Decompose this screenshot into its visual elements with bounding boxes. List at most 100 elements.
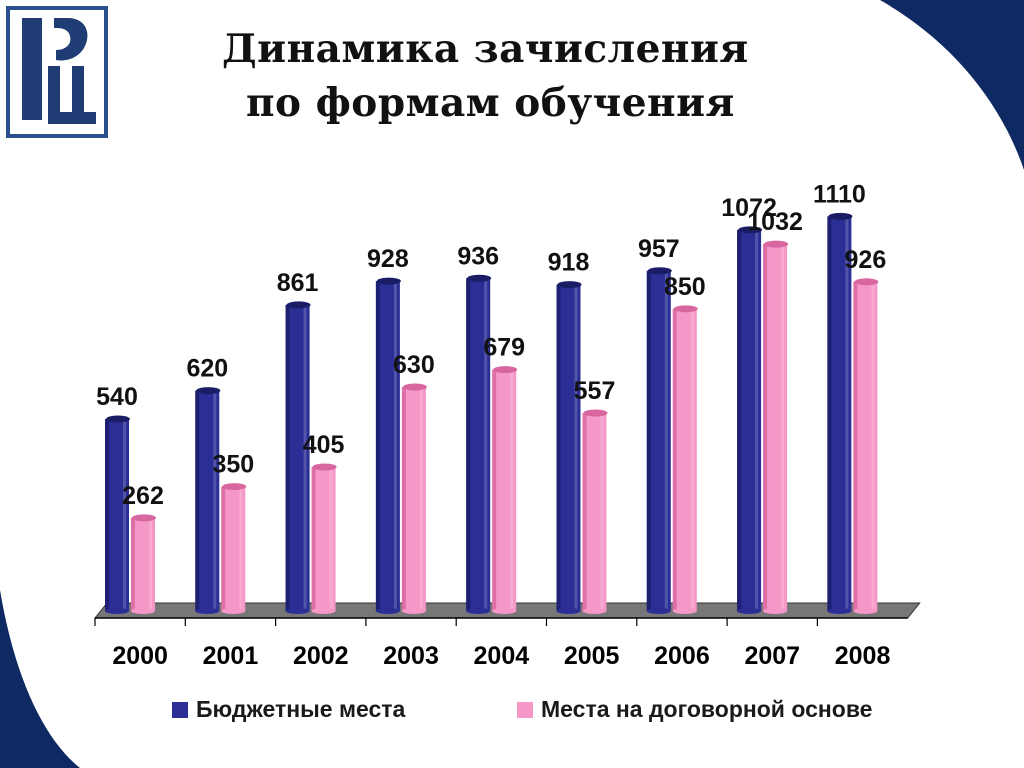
data-label-contract: 850 — [664, 273, 706, 301]
bar-budget-highlight — [123, 419, 126, 611]
bar-contract-highlight — [329, 467, 333, 611]
legend-swatch-budget — [172, 701, 188, 718]
bar-budget — [827, 212, 853, 614]
bar-budget — [646, 267, 672, 614]
data-label-budget: 1110 — [813, 180, 866, 208]
bar-contract-highlight — [871, 281, 875, 611]
bar-contract-highlight — [781, 244, 785, 611]
data-label-contract: 350 — [212, 451, 254, 479]
data-label-contract: 679 — [483, 334, 525, 362]
bar-budget — [556, 281, 582, 614]
legend-label-contract: Места на договорной основе — [541, 696, 873, 722]
bar-budget-shade — [556, 284, 561, 611]
bar-contract-base — [221, 608, 246, 614]
data-label-contract: 557 — [574, 377, 616, 405]
bar-budget-shade — [375, 281, 380, 611]
chart-data-labels: 540 262 620 350 861 405 928 630 936 679 918 557 957 8… — [96, 180, 886, 509]
bar-contract-highlight — [419, 387, 423, 611]
bar-budget — [285, 301, 311, 614]
bar-budget-shade — [737, 229, 742, 612]
bar-contract-shade — [401, 387, 406, 611]
x-tick-label: 2004 — [474, 642, 530, 670]
bar-contract-shade — [131, 517, 135, 611]
legend-item-contract: Места на договорной основе — [517, 696, 872, 723]
data-label-budget: 936 — [457, 242, 499, 270]
bar-contract-shade — [221, 486, 226, 611]
bar-contract-cap — [402, 383, 427, 391]
bar-budget-cap — [828, 212, 853, 220]
legend-swatch-contract — [517, 701, 533, 718]
data-label-budget: 918 — [548, 249, 590, 277]
bar-contract-highlight — [149, 517, 152, 611]
chart-legend: Бюджетные места Места на договорной осно… — [172, 696, 972, 724]
data-label-contract: 262 — [122, 482, 164, 510]
bar-contract-base — [672, 608, 697, 614]
bar-contract-shade — [582, 412, 587, 611]
bar-budget-cap — [106, 415, 130, 423]
bar-contract-cap — [764, 240, 789, 248]
legend-label-budget: Бюджетные места — [196, 696, 406, 722]
bar-budget-cap — [286, 301, 311, 309]
bar-budget-highlight — [755, 229, 759, 612]
bar-contract — [311, 463, 337, 614]
bar-contract — [401, 383, 427, 614]
bar-contract-cap — [854, 278, 879, 286]
bar-budget-base — [375, 608, 400, 614]
bar-budget-base — [195, 608, 220, 614]
bar-budget-shade — [646, 270, 651, 611]
bar-contract-cap — [222, 483, 247, 491]
page-title-line-2: по формам обучения — [246, 80, 735, 126]
bar-contract-highlight — [239, 486, 243, 611]
bar-contract-base — [853, 608, 878, 614]
data-label-contract: 1032 — [747, 208, 803, 236]
bar-contract — [672, 305, 698, 614]
bar-budget-cap — [647, 267, 672, 275]
bar-budget-cap — [738, 226, 763, 234]
bar-budget-base — [466, 608, 491, 614]
bar-contract-shade — [763, 244, 768, 611]
bar-contract-cap — [673, 305, 698, 313]
bar-contract-cap — [132, 514, 156, 522]
bar-budget-highlight — [484, 278, 488, 611]
bar-budget-cap — [196, 387, 221, 395]
bar-contract — [763, 240, 789, 614]
bar-budget-highlight — [664, 270, 668, 611]
bar-contract-base — [401, 608, 426, 614]
bar-budget-base — [737, 608, 762, 614]
bar-contract — [582, 409, 608, 614]
bar-contract-base — [492, 608, 517, 614]
bar-budget-base — [646, 608, 671, 614]
bar-contract-base — [131, 608, 155, 614]
data-label-budget: 928 — [367, 245, 409, 273]
data-label-budget: 957 — [638, 235, 680, 263]
x-tick-label: 2008 — [835, 642, 891, 670]
bar-contract-cap — [493, 366, 518, 374]
bar-budget — [737, 226, 763, 614]
x-tick-label: 2000 — [112, 642, 168, 670]
bar-budget-cap — [376, 277, 401, 285]
bar-budget-highlight — [213, 390, 217, 611]
bar-budget-highlight — [393, 281, 397, 611]
bar-contract-highlight — [690, 308, 694, 611]
bar-contract-base — [763, 608, 788, 614]
data-label-contract: 405 — [303, 431, 345, 459]
data-label-budget: 540 — [96, 383, 138, 411]
page-title-line-1: Динамика зачисления — [222, 26, 749, 72]
bar-budget-base — [285, 608, 310, 614]
bar-contract-shade — [492, 369, 497, 611]
bar-contract-base — [582, 608, 607, 614]
bar-contract-cap — [312, 463, 337, 471]
bar-budget — [195, 387, 221, 614]
bar-contract — [853, 278, 879, 614]
background-top-right-shape — [880, 0, 1024, 170]
bar-budget-base — [556, 608, 581, 614]
bar-contract-cap — [583, 409, 608, 417]
data-label-contract: 926 — [845, 246, 887, 274]
data-label-budget: 861 — [277, 269, 319, 297]
bar-contract-shade — [311, 467, 316, 611]
background-bottom-left-shape — [0, 590, 80, 768]
bar-budget-shade — [827, 216, 832, 611]
